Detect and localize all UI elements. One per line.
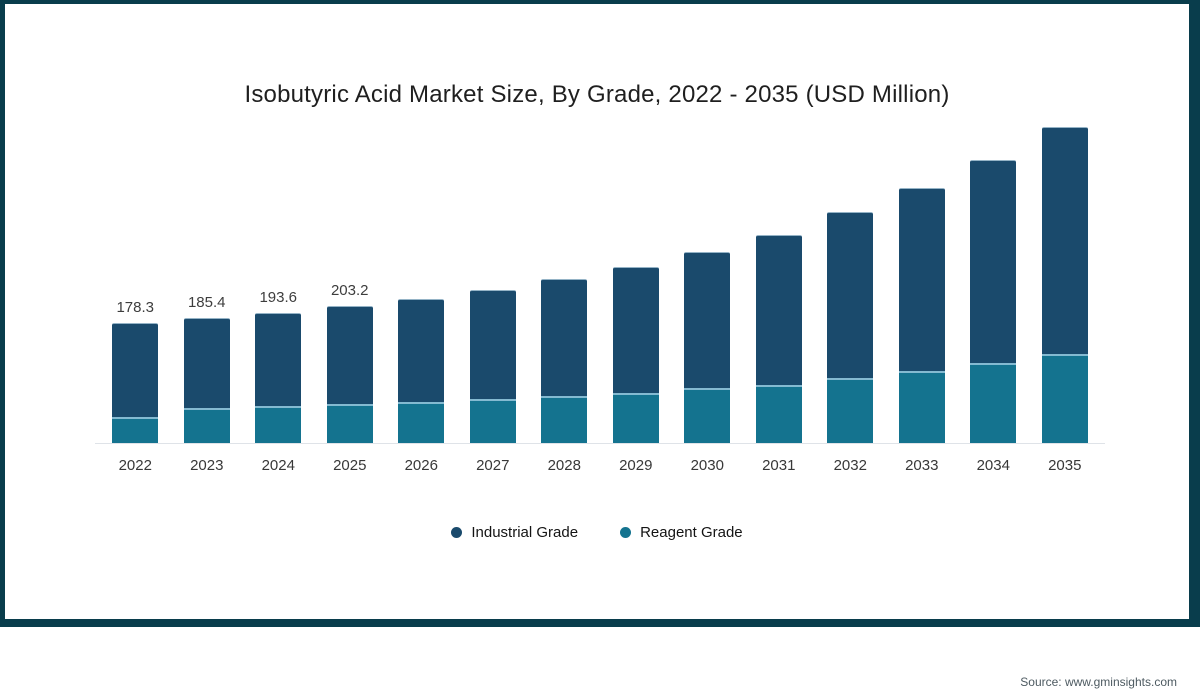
- bar-group-2027: 2027: [469, 110, 516, 474]
- bar-segment-reagent-grade: [755, 384, 802, 444]
- bar-segment-industrial-grade: [255, 312, 302, 406]
- bar-segment-reagent-grade: [112, 416, 159, 444]
- bar-segment-industrial-grade: [684, 252, 731, 388]
- legend-marker-industrial-icon: [451, 527, 463, 538]
- bar-segment-reagent-grade: [827, 377, 874, 444]
- bar-segment-reagent-grade: [469, 398, 516, 444]
- bar-segment-industrial-grade: [469, 290, 516, 399]
- bar-group-2031: 2031: [755, 110, 802, 474]
- bar-segment-industrial-grade: [1041, 126, 1088, 354]
- x-axis-tick-label: 2028: [547, 457, 581, 474]
- x-axis-tick-label: 2024: [261, 457, 295, 474]
- bar-value-label: 185.4: [187, 294, 226, 312]
- x-axis-tick-label: 2026: [404, 457, 438, 474]
- bar-group-2032: 2032: [827, 110, 874, 474]
- legend-marker-reagent-icon: [620, 527, 632, 538]
- bar-group-2033: 2033: [898, 110, 945, 474]
- legend-item-industrial-grade: Industrial Grade: [451, 524, 578, 541]
- bar-group-2030: 2030: [684, 110, 731, 474]
- bar-segment-reagent-grade: [1041, 353, 1088, 444]
- bar-group-2025: 203.2 2025: [326, 110, 373, 474]
- bar-segment-reagent-grade: [398, 401, 445, 444]
- bar-group-2035: 2035: [1041, 110, 1088, 474]
- bar-segment-reagent-grade: [255, 405, 302, 444]
- bar-segment-industrial-grade: [970, 159, 1017, 363]
- x-axis-tick-label: 2023: [190, 457, 224, 474]
- bar-group-2034: 2034: [970, 110, 1017, 474]
- legend-label-reagent: Reagent Grade: [640, 524, 743, 541]
- bar-segment-reagent-grade: [541, 395, 588, 444]
- x-axis-tick-label: 2030: [690, 457, 724, 474]
- x-axis-tick-label: 2027: [476, 457, 510, 474]
- bar-segment-reagent-grade: [898, 370, 945, 444]
- bar-segment-industrial-grade: [541, 279, 588, 396]
- x-axis-tick-label: 2031: [762, 457, 796, 474]
- bar-segment-industrial-grade: [112, 323, 159, 417]
- bars-container: 178.3 2022 185.4 2023 193.6 2024 203.2 2025 2026…: [95, 110, 1105, 474]
- bar-segment-industrial-grade: [827, 212, 874, 378]
- legend-label-industrial: Industrial Grade: [471, 524, 579, 541]
- bar-segment-industrial-grade: [398, 299, 445, 402]
- source-attribution: Source: www.gminsights.com: [1020, 675, 1177, 689]
- bar-segment-reagent-grade: [183, 407, 230, 444]
- chart-card: Isobutyric Acid Market Size, By Grade, 2…: [5, 80, 1189, 695]
- chart-title: Isobutyric Acid Market Size, By Grade, 2…: [244, 81, 950, 108]
- bar-segment-industrial-grade: [183, 318, 230, 408]
- x-axis-tick-label: 2032: [833, 457, 867, 474]
- x-axis-tick-label: 2025: [333, 457, 367, 474]
- bar-group-2029: 2029: [612, 110, 659, 474]
- bar-value-label: 193.6: [259, 288, 298, 306]
- bar-segment-industrial-grade: [898, 188, 945, 371]
- x-axis-tick-label: 2035: [1048, 457, 1082, 474]
- bar-segment-reagent-grade: [612, 392, 659, 444]
- bar-value-label: 178.3: [116, 299, 155, 317]
- bar-group-2026: 2026: [398, 110, 445, 474]
- bar-segment-reagent-grade: [970, 362, 1017, 444]
- legend: Industrial Grade Reagent Grade: [5, 524, 1189, 541]
- bar-value-label: 203.2: [330, 282, 369, 300]
- x-axis-tick-label: 2022: [118, 457, 152, 474]
- x-axis-tick-label: 2034: [976, 457, 1010, 474]
- plot-area: 178.3 2022 185.4 2023 193.6 2024 203.2 2025 2026…: [95, 110, 1105, 474]
- bar-group-2023: 185.4 2023: [183, 110, 230, 474]
- bar-group-2024: 193.6 2024: [255, 110, 302, 474]
- bar-segment-reagent-grade: [684, 387, 731, 444]
- bar-segment-industrial-grade: [326, 306, 373, 404]
- bar-group-2022: 178.3 2022: [112, 110, 159, 474]
- bar-segment-industrial-grade: [755, 235, 802, 385]
- x-axis-tick-label: 2029: [619, 457, 653, 474]
- x-axis-tick-label: 2033: [905, 457, 939, 474]
- bar-segment-reagent-grade: [326, 403, 373, 444]
- bar-segment-industrial-grade: [612, 267, 659, 393]
- x-axis-line: [95, 443, 1105, 444]
- legend-item-reagent-grade: Reagent Grade: [620, 524, 743, 541]
- bar-group-2028: 2028: [541, 110, 588, 474]
